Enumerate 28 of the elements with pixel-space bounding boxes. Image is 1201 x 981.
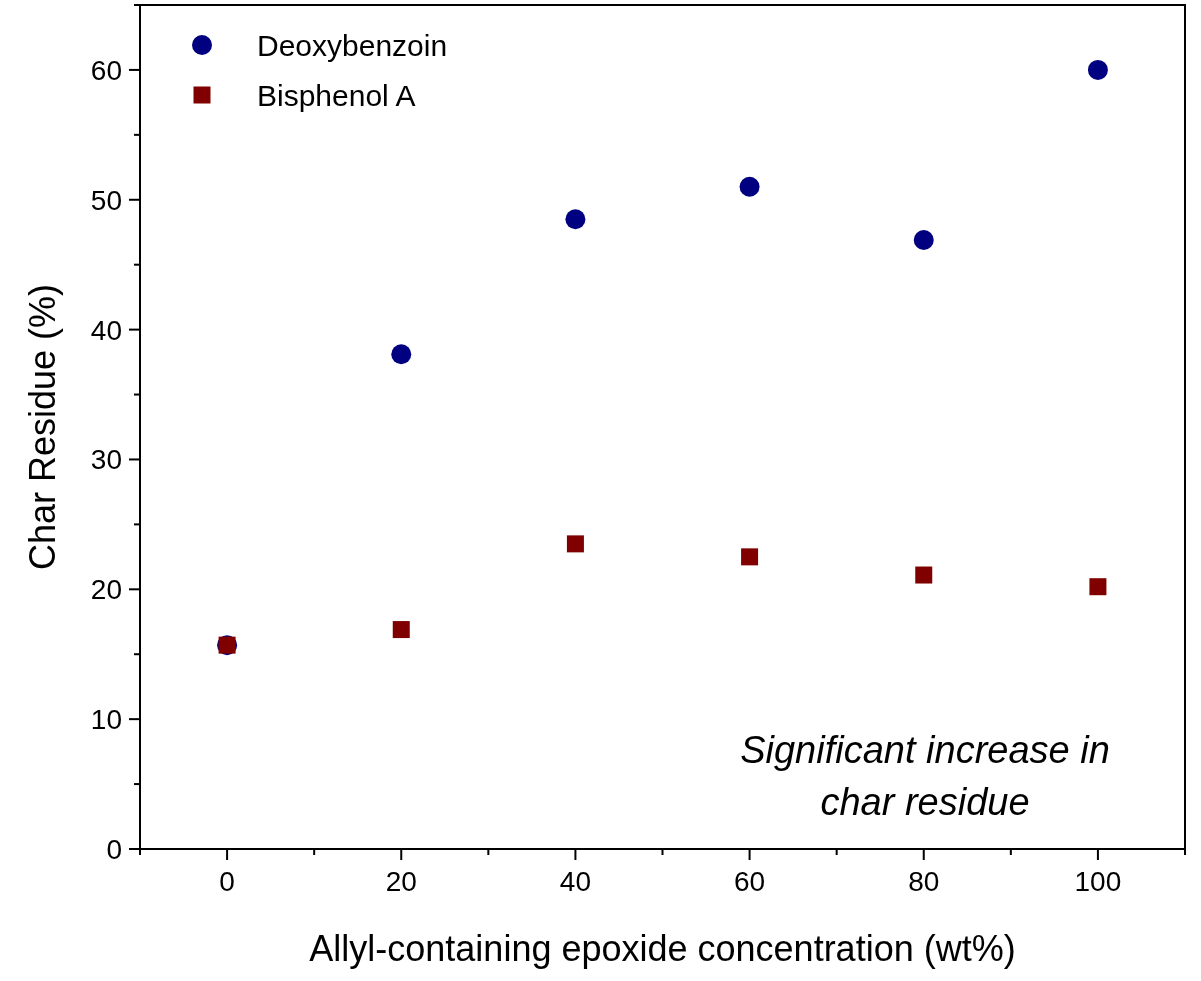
x-tick-label: 100 [1074,866,1122,897]
point [566,535,584,553]
x-tick-label: 40 [559,866,591,897]
point [391,344,412,365]
x-tick-label: 0 [219,866,235,897]
point [741,548,759,566]
legend-label: Deoxybenzoin [257,29,448,62]
point [565,209,586,230]
y-axis-title: Char Residue (%) [22,283,63,571]
y-tick-label: 50 [90,184,122,216]
point [913,230,934,251]
annotation: Significant increase in char residue [740,729,1110,823]
x-tick-label: 20 [385,866,417,897]
point [1087,59,1108,80]
y-tick-label: 30 [90,444,122,476]
legend-label: Bisphenol A [257,79,416,112]
y-tick-label: 20 [90,574,122,606]
point [1089,578,1107,596]
y-tick-label: 10 [90,704,122,736]
y-tick-label: 40 [90,314,122,346]
y-tick-label: 0 [106,834,122,865]
point [915,566,933,584]
point [392,621,410,639]
x-tick-label: 60 [734,866,766,897]
x-axis-title: Allyl-containing epoxide concentration (wt%) [309,928,1016,969]
point [739,176,760,197]
y-tick-label: 60 [90,54,122,86]
x-tick-label: 80 [908,866,940,897]
